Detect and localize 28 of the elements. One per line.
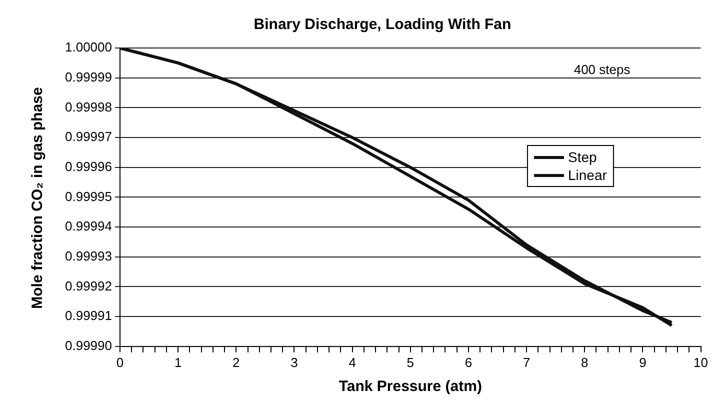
x-tick-label: 7 (522, 354, 530, 370)
y-tick-label: 0.99996 (64, 158, 112, 174)
x-tick-label: 2 (232, 354, 240, 370)
x-tick-label: 5 (406, 354, 414, 370)
y-tick-label: 0.99994 (64, 218, 112, 234)
chart-title: Binary Discharge, Loading With Fan (254, 16, 512, 34)
y-tick-label: 0.99993 (64, 248, 112, 264)
x-tick-label: 8 (580, 354, 588, 370)
y-tick-label: 0.99990 (64, 338, 112, 353)
y-tick-label: 0.99995 (64, 188, 112, 204)
x-tick-label: 9 (639, 354, 646, 370)
legend-label: Step (568, 149, 597, 165)
y-tick-label: 0.99992 (64, 278, 112, 294)
y-axis-title: Mole fraction CO₂ in gas phase (28, 86, 47, 311)
y-tick-label: 0.99999 (64, 69, 112, 84)
legend-label: Linear (568, 167, 607, 183)
x-tick-label: 6 (464, 354, 472, 370)
y-tick-label: 0.99998 (64, 99, 112, 114)
x-axis-title: Tank Pressure (atm) (338, 378, 482, 396)
x-tick-label: 10 (694, 354, 708, 370)
x-tick-label: 4 (348, 354, 356, 370)
x-tick-label: 1 (174, 354, 182, 370)
y-tick-label: 0.99991 (64, 308, 112, 324)
annotation: 400 steps (574, 62, 631, 77)
y-tick-label: 0.99997 (64, 129, 112, 144)
x-tick-label: 0 (116, 354, 124, 370)
y-tick-label: 1.00000 (64, 40, 112, 55)
x-tick-label: 3 (290, 354, 298, 370)
